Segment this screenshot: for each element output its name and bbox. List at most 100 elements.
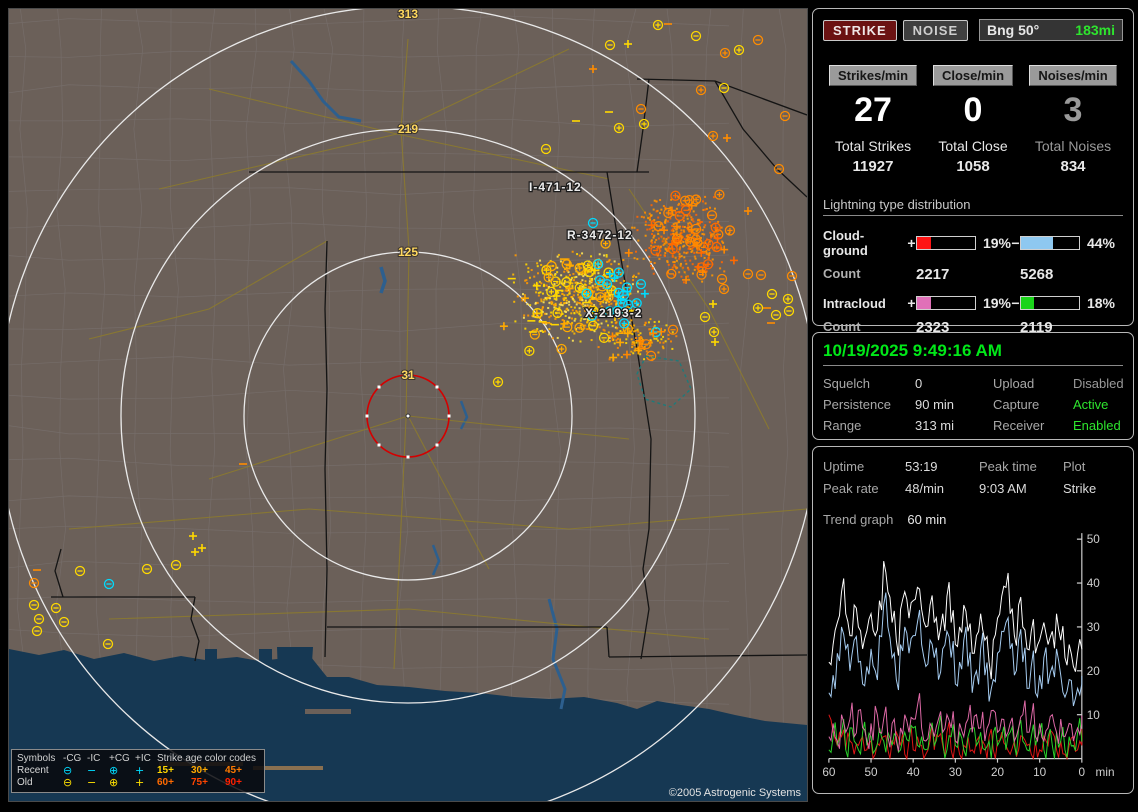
cloud-ground-label: Cloud-ground (823, 228, 868, 258)
circle-plus-icon: ⊕ (109, 776, 119, 789)
capture-status: Active (1073, 397, 1109, 412)
legend-header-pos-ic: +IC (135, 753, 151, 764)
minus-icon: − (87, 764, 97, 777)
svg-text:31: 31 (401, 368, 415, 382)
total-strikes-value: 11927 (852, 158, 894, 175)
upload-label: Upload (993, 376, 1035, 391)
peak-rate-value: 48/min (905, 481, 945, 496)
noises-per-min-chip[interactable]: Noises/min (1029, 65, 1117, 86)
noise-toggle-button[interactable]: NOISE (902, 19, 969, 41)
total-close-value: 1058 (956, 158, 990, 175)
trend-panel: Uptime 53:19 Peak time Plot Peak rate 48… (812, 446, 1134, 794)
trend-graph-canvas: 10 20 30 40 50 60 50 40 30 20 10 0 min (823, 532, 1115, 779)
cg-neg-percent: 44% (1086, 235, 1115, 251)
upload-status: Disabled (1073, 376, 1124, 391)
svg-text:0: 0 (1079, 765, 1086, 779)
squelch-label: Squelch (823, 376, 870, 391)
plus-icon: + (135, 764, 145, 777)
ic-neg-count: 2119 (1020, 319, 1053, 336)
age-code: 30+ (191, 765, 208, 776)
age-code: 90+ (225, 777, 242, 788)
svg-text:30: 30 (1087, 620, 1100, 634)
total-noises-label: Total Noises (1034, 138, 1112, 154)
svg-text:X-2193-2: X-2193-2 (585, 306, 642, 320)
minus-icon: − (87, 776, 97, 789)
uptime-label: Uptime (823, 459, 865, 474)
ic-neg-bar (1020, 296, 1080, 310)
lightning-type-distribution: Lightning type distribution Cloud-ground… (823, 197, 1123, 336)
cloud-ground-row: Cloud-ground + 19% − 44% (823, 228, 1123, 258)
cg-pos-percent: 19% (982, 235, 1011, 251)
svg-text:60: 60 (823, 765, 836, 779)
svg-text:40: 40 (907, 765, 920, 779)
receiver-status: Enabled (1073, 418, 1121, 433)
close-per-min-value: 0 (963, 91, 983, 129)
legend-header-neg-ic: -IC (87, 753, 101, 764)
intracloud-row: Intracloud + 19% − 18% (823, 295, 1123, 311)
intracloud-counts: Count 2323 2119 (823, 319, 1123, 336)
status-sidebar: STRIKE NOISE Bng 50° 183mi Strikes/min 2… (812, 8, 1134, 794)
cg-pos-bar (916, 236, 976, 250)
svg-text:50: 50 (864, 765, 877, 779)
legend-row-old: Old ⊖ − ⊕ + 60+ 75+ 90+ (17, 777, 259, 789)
bearing-readout: Bng 50° 183mi (979, 19, 1123, 41)
svg-text:40: 40 (1087, 576, 1100, 590)
circle-plus-icon: ⊕ (109, 764, 119, 777)
cg-neg-bar (1020, 236, 1080, 250)
svg-text:min: min (1096, 765, 1115, 779)
strikes-counter: Strikes/min 27 Total Strikes 11927 (823, 65, 923, 175)
map-canvas: 313 219 125 31 I-471-12 R-3472-12 X-2193-2 (9, 9, 807, 801)
bearing-label: Bng 50° (987, 22, 1040, 38)
total-strikes-label: Total Strikes (834, 138, 912, 154)
bearing-distance: 183mi (1075, 22, 1115, 38)
svg-text:313: 313 (398, 9, 418, 21)
svg-text:I-471-12: I-471-12 (529, 180, 582, 194)
ic-pos-percent: 19% (982, 295, 1011, 311)
plot-label: Plot (1063, 459, 1086, 474)
close-counter: Close/min 0 Total Close 1058 (923, 65, 1023, 175)
trend-graph-window: 60 min (907, 512, 947, 527)
lightning-map[interactable]: 313 219 125 31 I-471-12 R-3472-12 X-2193-2 Sym… (8, 8, 808, 802)
receiver-label: Receiver (993, 418, 1045, 433)
svg-text:219: 219 (398, 122, 418, 136)
total-close-label: Total Close (938, 138, 1008, 154)
close-per-min-chip[interactable]: Close/min (932, 65, 1014, 86)
plus-sign: + (907, 295, 916, 311)
age-code: 45+ (225, 765, 242, 776)
intracloud-label: Intracloud (823, 295, 886, 311)
minus-sign: − (1011, 235, 1020, 251)
datetime-display: 10/19/2025 9:49:16 AM (823, 341, 1123, 366)
age-code: 15+ (157, 765, 174, 776)
distribution-title: Lightning type distribution (823, 197, 1123, 216)
capture-label: Capture (993, 397, 1040, 412)
peak-time-value: 9:03 AM (979, 481, 1027, 496)
legend-header-pos-cg: +CG (109, 753, 130, 764)
legend-recent-label: Recent (17, 765, 49, 776)
svg-text:20: 20 (991, 765, 1004, 779)
svg-text:10: 10 (1033, 765, 1046, 779)
cg-neg-count: 5268 (1020, 266, 1054, 283)
plot-mode-value: Strike (1063, 481, 1097, 496)
strike-toggle-button[interactable]: STRIKE (823, 19, 897, 41)
map-legend: Symbols -CG -IC +CG +IC Strike age color… (11, 749, 265, 793)
age-code: 60+ (157, 777, 174, 788)
status-panel: 10/19/2025 9:49:16 AM Squelch 0 Upload D… (812, 332, 1134, 440)
svg-text:50: 50 (1087, 532, 1100, 546)
squelch-value: 0 (915, 376, 923, 391)
uptime-value: 53:19 (905, 459, 938, 474)
copyright-notice: ©2005 Astrogenic Systems (668, 787, 801, 799)
legend-row-recent: Recent ⊖ − ⊕ + 15+ 30+ 45+ (17, 765, 259, 777)
range-value: 313 mi (915, 418, 955, 433)
circle-minus-icon: ⊖ (63, 764, 73, 777)
trend-graph: 10 20 30 40 50 60 50 40 30 20 10 0 min (823, 529, 1123, 785)
peak-time-label: Peak time (979, 459, 1037, 474)
cloud-ground-counts: Count 2217 5268 (823, 266, 1123, 283)
ic-pos-count: 2323 (916, 319, 950, 336)
ic-pos-bar (916, 296, 976, 310)
trend-graph-label: Trend graph (823, 512, 894, 527)
count-label: Count (823, 319, 861, 334)
svg-text:30: 30 (949, 765, 962, 779)
noises-counter: Noises/min 3 Total Noises 834 (1023, 65, 1123, 175)
strikes-per-min-chip[interactable]: Strikes/min (828, 65, 918, 86)
persistence-value: 90 min (915, 397, 955, 412)
